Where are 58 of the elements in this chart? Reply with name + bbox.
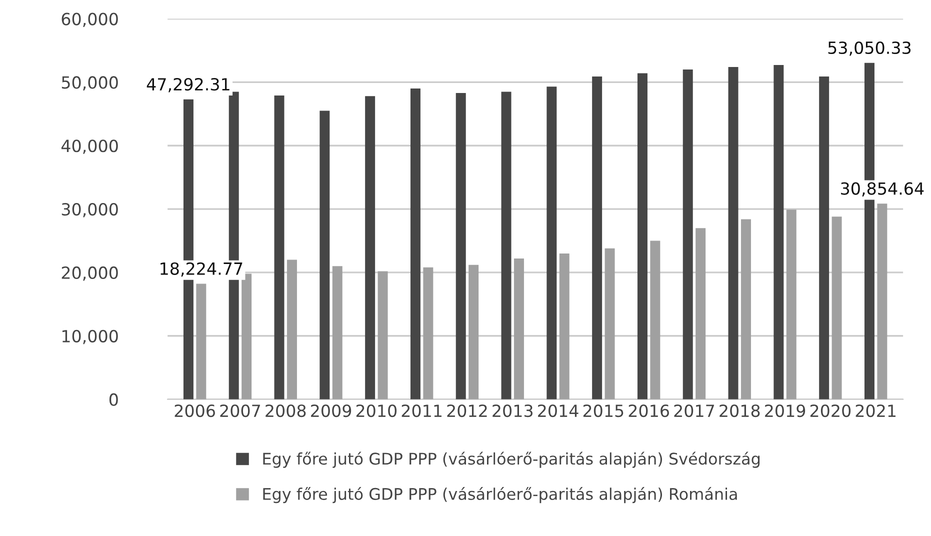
x-tick-label: 2017 — [674, 404, 714, 418]
bar — [274, 96, 284, 400]
bar — [286, 260, 297, 400]
y-tick-label: 10,000 — [62, 330, 118, 344]
x-tick-label: 2019 — [765, 404, 806, 418]
x-tick-label: 2014 — [538, 404, 578, 418]
data-label: 30,854.64 — [841, 182, 924, 197]
bar — [832, 216, 842, 400]
bar — [320, 110, 330, 400]
legend-label: Egy főre jutó GDP PPP (vásárlóerő-paritás alapján) Svédország — [263, 452, 760, 468]
data-label: 53,050.33 — [828, 41, 911, 56]
x-tick-label: 2015 — [583, 404, 624, 418]
x-tick-label: 2010 — [356, 404, 397, 418]
bar — [546, 86, 557, 400]
y-tick-label: 40,000 — [61, 140, 118, 154]
x-tick-label: 2011 — [402, 404, 442, 418]
bar — [456, 92, 466, 400]
x-tick-label: 2018 — [720, 404, 760, 418]
bar — [559, 253, 570, 400]
bar — [423, 267, 434, 400]
y-tick-label: 50,000 — [62, 76, 118, 90]
y-tick-label: 0 — [109, 393, 118, 406]
bar — [468, 264, 479, 400]
data-label: 47,292.31 — [146, 78, 230, 92]
x-tick-label: 2013 — [492, 404, 532, 418]
bar — [774, 65, 784, 400]
x-tick-label: 2021 — [856, 404, 896, 418]
bar — [877, 204, 888, 400]
bar — [786, 210, 796, 400]
y-tick-label: 20,000 — [62, 266, 118, 281]
bar — [740, 219, 751, 400]
bar — [410, 88, 420, 400]
data-label: 18,224.77 — [160, 262, 242, 277]
x-tick-label: 2007 — [220, 404, 260, 418]
x-tick-label: 2012 — [447, 404, 487, 418]
x-tick-label: 2020 — [810, 404, 851, 418]
bar — [378, 271, 388, 400]
bar — [819, 76, 830, 400]
x-tick-label: 2016 — [628, 404, 669, 418]
bar — [637, 73, 648, 400]
bar — [332, 266, 342, 400]
bar — [196, 284, 206, 400]
bar — [501, 92, 512, 400]
x-tick-label: 2009 — [311, 404, 352, 418]
x-tick-label: 2008 — [266, 404, 306, 418]
legend-label: Egy főre jutó GDP PPP (vásárlóerő-paritás alapján) Románia — [263, 487, 737, 504]
bar — [514, 258, 524, 400]
bar — [365, 96, 376, 400]
bar — [592, 76, 602, 400]
bar — [650, 240, 660, 400]
x-tick-label: 2006 — [174, 404, 215, 418]
bar — [604, 248, 615, 400]
bar — [682, 70, 693, 400]
y-tick-label: 60,000 — [62, 12, 118, 28]
bar — [728, 66, 738, 400]
bar — [242, 274, 252, 400]
bar — [696, 228, 706, 400]
y-tick-label: 30,000 — [62, 203, 118, 218]
